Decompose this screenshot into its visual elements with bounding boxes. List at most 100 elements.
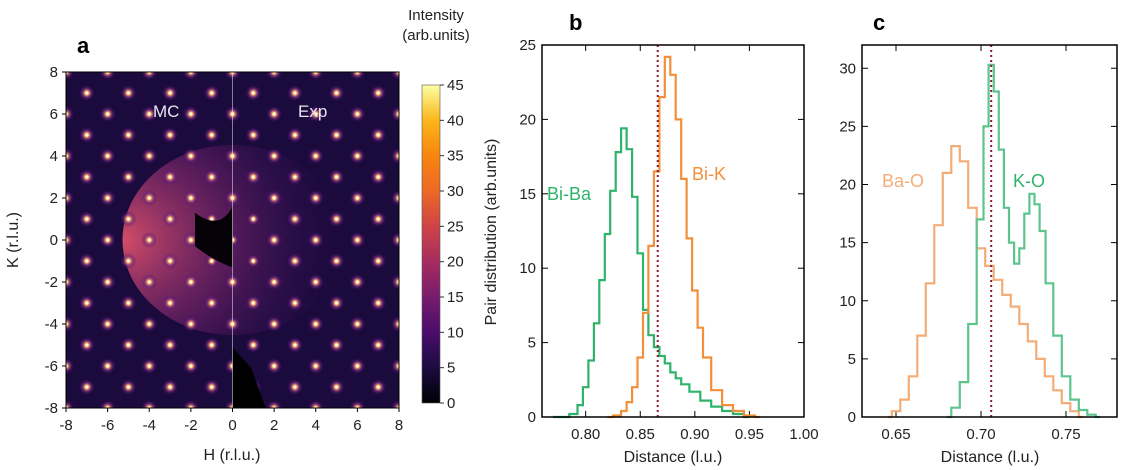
bragg-spot-core (210, 175, 214, 179)
bragg-spot-core (189, 154, 193, 158)
bragg-spot (182, 400, 199, 408)
bragg-spot-core (334, 343, 339, 347)
x-tick-label: 0.90 (680, 426, 709, 443)
colorbar-tick-label: 30 (447, 183, 464, 200)
bragg-spot (266, 400, 283, 408)
bragg-spot-core (376, 301, 380, 305)
y-tick-label: 20 (519, 111, 536, 128)
y-tick-label: 20 (839, 177, 856, 194)
panel-b-y-label: Pair distribution (arb.units) (483, 139, 500, 326)
bragg-spot-core (293, 175, 297, 179)
bragg-spot (391, 316, 399, 332)
bragg-spot-core (251, 133, 255, 137)
heatmap-axes: -8 -6 -4 -2 0 2 4 6 8 8 6 4 2 0 -2 -4 -6 -8 (45, 64, 404, 434)
panel-label-a: a (77, 33, 90, 58)
series-label-bi-k: Bi-K (692, 164, 726, 184)
bragg-spot-core (251, 217, 255, 221)
x-tick-label: 0 (228, 417, 236, 434)
bragg-spot (66, 274, 74, 290)
y-tick-label: 10 (839, 293, 856, 310)
bragg-spot-core (272, 364, 276, 368)
bragg-spot-core (314, 196, 318, 200)
bragg-spot-core (314, 280, 318, 284)
colorbar-tick-label: 45 (447, 77, 464, 94)
bragg-spot (99, 400, 116, 408)
bragg-spot-core (85, 343, 89, 347)
bragg-spot-core (147, 196, 151, 200)
bragg-spot (349, 72, 366, 80)
bragg-spot-core (210, 217, 214, 221)
series-label-k-o: K-O (1013, 171, 1045, 191)
colorbar-title-line2: (arb.units) (402, 27, 470, 44)
bragg-spot-core (334, 91, 339, 95)
bragg-spot-core (85, 133, 89, 137)
colorbar-tick-label: 40 (447, 112, 464, 129)
bragg-spot (391, 274, 399, 290)
bragg-spot-core (85, 259, 89, 263)
y-tick-label: 0 (528, 409, 536, 426)
bragg-spot-core (376, 343, 380, 347)
region-label-mc: MC (153, 102, 179, 121)
x-tick-label: 0.85 (626, 426, 655, 443)
x-tick-label: 0.75 (1051, 426, 1080, 443)
bragg-spot-core (314, 112, 318, 116)
bragg-spot (391, 232, 399, 248)
bragg-spot-core (272, 196, 276, 200)
bragg-spot-core (355, 112, 359, 116)
bragg-spot-core (334, 133, 339, 137)
bragg-spot-core (126, 91, 131, 95)
bragg-spot-core (106, 322, 110, 326)
bragg-spot-core (210, 343, 214, 347)
bragg-spot-core (126, 175, 131, 179)
colorbar-title-line1: Intensity (408, 7, 464, 24)
heatmap-x-label: H (r.l.u.) (204, 447, 261, 464)
bragg-spot-core (168, 133, 172, 137)
bragg-spot (266, 72, 283, 80)
bragg-spot (391, 190, 399, 206)
bragg-spot-core (189, 322, 193, 326)
bragg-spot-core (85, 175, 89, 179)
panel-b-axes: 0.80 0.85 0.90 0.95 1.00 0 5 10 15 20 25 (519, 37, 818, 443)
bragg-spot-core (168, 259, 172, 263)
y-tick-label: -6 (45, 358, 58, 375)
bragg-spot-core (314, 322, 318, 326)
bragg-spot-core (189, 238, 193, 242)
bragg-spot (349, 400, 366, 408)
panel-b-chart: 0.80 0.85 0.90 0.95 1.00 0 5 10 15 20 25 Distance … (483, 37, 819, 466)
heatmap-spots (66, 72, 399, 408)
bragg-spot-core (210, 301, 214, 305)
panel-a-heatmap: MC Exp -8 -6 -4 -2 0 2 4 6 8 8 6 4 2 0 -2 -4 -6 -8 H (r.l… (5, 64, 404, 464)
y-tick-label: 6 (50, 106, 58, 123)
bragg-spot-core (376, 91, 380, 95)
bragg-spot (141, 400, 158, 408)
bragg-spot-core (126, 217, 131, 221)
x-tick-label: 0.65 (881, 426, 910, 443)
y-tick-label: 10 (519, 260, 536, 277)
bragg-spot-core (355, 196, 359, 200)
panel-c-frame (861, 44, 1118, 418)
y-tick-label: 0 (848, 409, 856, 426)
colorbar-tick-label: 25 (447, 218, 464, 235)
y-tick-label: 0 (50, 232, 58, 249)
bragg-spot (66, 232, 74, 248)
bragg-spot-core (126, 343, 131, 347)
y-tick-label: 15 (839, 235, 856, 252)
heatmap-y-label: K (r.l.u.) (5, 212, 22, 268)
x-tick-label: -2 (184, 417, 197, 434)
y-tick-label: 25 (839, 118, 856, 135)
bragg-spot-core (168, 217, 172, 221)
bragg-spot-core (147, 322, 151, 326)
y-tick-label: 30 (839, 60, 856, 77)
y-tick-label: 2 (50, 190, 58, 207)
x-tick-label: 0.80 (571, 426, 600, 443)
bragg-spot-core (293, 301, 297, 305)
x-tick-label: 0.95 (735, 426, 764, 443)
bragg-spot (391, 400, 399, 408)
colorbar-tick-label: 35 (447, 148, 464, 165)
bragg-spot (307, 400, 324, 408)
bragg-spot (141, 72, 158, 80)
bragg-spot-core (168, 91, 172, 95)
bragg-spot-core (334, 301, 339, 305)
bragg-spot-core (85, 217, 89, 221)
